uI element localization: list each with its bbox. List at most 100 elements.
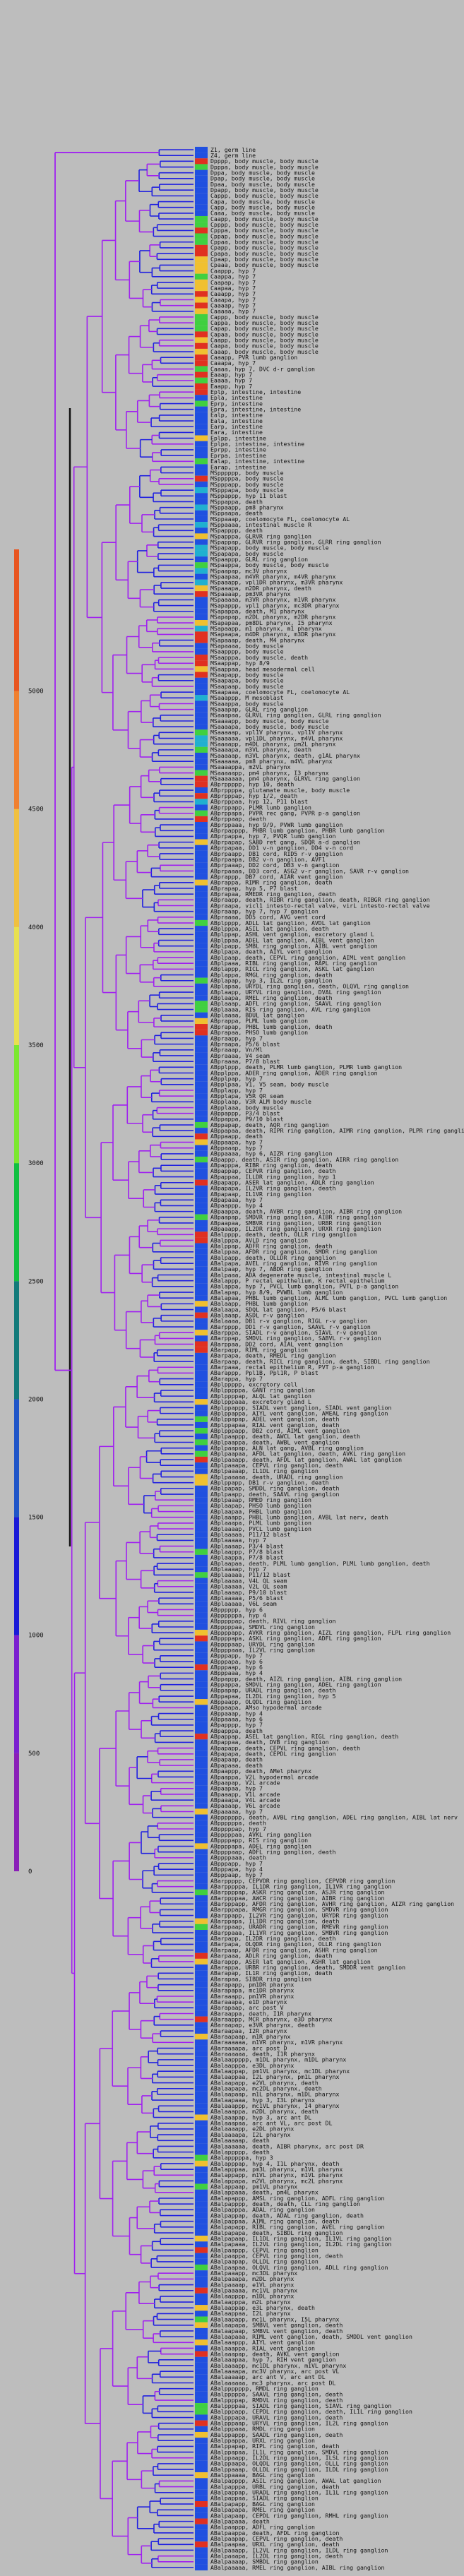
heat-cell: [195, 1635, 208, 1642]
leaf-label: ABplppappa, AIYL vent ganglion, AMEAL ri…: [210, 1409, 388, 1417]
heat-cell: [195, 493, 208, 499]
leaf-label: ABalaapapp, e2VL pharynx, death: [210, 2079, 319, 2086]
heat-cell: [195, 717, 208, 724]
leaf-label: ABpaaaaa, hyp 7: [210, 1808, 263, 1815]
leaf-label: ABalaaappp, AIYL vent ganglion: [210, 2339, 315, 2346]
leaf-label: Caappa, hyp 7: [210, 273, 256, 280]
heat-cell: [195, 424, 208, 430]
leaf-label: ABalpapppa, ADAL ring ganglion: [210, 2206, 315, 2213]
heat-cell: [195, 1808, 208, 1815]
heat-cell: [195, 215, 208, 222]
leaf-label: Cappp, body muscle, body muscle: [210, 192, 319, 199]
leaf-label: ABpaappp, hyp 4: [210, 1202, 263, 1209]
heat-cell: [195, 1254, 208, 1261]
leaf-label: ABalaappppp, m1DL pharynx, m1DL pharynx: [210, 2056, 346, 2063]
leaf-label: ABplppapaa, RIAL vent ganglion, death: [210, 1421, 339, 1429]
heat-cell: [195, 1993, 208, 2000]
leaf-label: ABalappapa, m2VL pharynx, mc2L pharynx: [210, 2177, 343, 2184]
leaf-label: MSaaaapa, body muscle, body muscle: [210, 723, 329, 730]
leaf-label: MSpaappa, body muscle, body muscle: [210, 561, 329, 568]
leaf-label: Caappp, hyp 7: [210, 267, 256, 274]
heat-cell: [195, 2218, 208, 2224]
leaf-label: ABarpapa, OLQDR ring ganglion, OLLR ring…: [210, 1940, 381, 1948]
heat-cell: [195, 544, 208, 551]
heat-cell: [195, 781, 208, 787]
heat-cell: [195, 2207, 208, 2213]
leaf-label: ABarppppaa, AWCR ring ganglion, AIBR rin…: [210, 1895, 385, 1902]
leaf-label: ABalaapaaa, hyp 3, I3L pharynx: [210, 2097, 315, 2104]
heat-cell: [195, 1070, 208, 1076]
heat-cell: [195, 1883, 208, 1890]
leaf-label: ABppppaap, URYDL ring ganglion: [210, 1640, 315, 1647]
leaf-label: ABalaapp, PHBL lumb ganglion: [210, 1300, 308, 1307]
heat-cell: [195, 308, 208, 314]
heat-cell: [195, 1312, 208, 1318]
leaf-label: ABplaaaap, P3/4 blast: [210, 1542, 284, 1549]
heat-cell: [195, 1041, 208, 1047]
leaf-label: MSapapap, m2DL pharynx, m2DR pharynx: [210, 614, 336, 621]
heat-cell: [195, 1364, 208, 1371]
leaf-label: ABplaapap, PHSO lumb ganglion: [210, 1502, 311, 1509]
heat-cell: [195, 1191, 208, 1198]
heat-cell: [195, 799, 208, 805]
leaf-label: ABalaaaa, DB1 r-v ganglion, RIGL r-v gan…: [210, 1318, 367, 1325]
leaf-label: Z1, germ line: [210, 146, 256, 153]
heat-cell: [195, 2109, 208, 2115]
leaf-label: MSpppapa, body muscle: [210, 487, 284, 494]
leaf-label: ABpppppaa, AVKL ring ganglion: [210, 1831, 311, 1838]
leaf-label: MSppappp, hyp 11 blast: [210, 492, 287, 499]
leaf-label: ABalapppppa, hyp 3: [210, 2154, 273, 2161]
heat-cell: [195, 470, 208, 476]
heat-cell: [195, 175, 208, 181]
leaf-label: ABplaapa, RMEL ring ganglion, death: [210, 994, 333, 1001]
leaf-label: ABarpaaa, rectal epithelium R, PVT p-a g…: [210, 1364, 374, 1371]
leaf-label: MSaaaaaaa, pm4 pharynx, GLRVL ring gangl…: [210, 775, 360, 782]
colorbar: 0 500 1000 1500 2000 2500 3000 3500 4000 4500 5000: [14, 549, 44, 1876]
heat-cell: [195, 2241, 208, 2248]
heat-cell: [195, 914, 208, 920]
leaf-label: ABalpapapa, death, SIBDL ring ganglion: [210, 2229, 343, 2236]
leaf-label: ABaraaaapa, arc post D: [210, 2044, 287, 2051]
heat-cell: [195, 1323, 208, 1330]
heat-cell: [195, 302, 208, 309]
heat-cell: [195, 1930, 208, 1936]
leaf-label: Cpaaa, body muscle, body muscle: [210, 261, 319, 268]
leaf-label: ABppaaaa, hyp 6, AIZR ring ganglion: [210, 1150, 333, 1157]
leaf-label: ABpplpap, hyp 7: [210, 1075, 263, 1082]
leaf-label: Cappp, body muscle, body muscle: [210, 314, 319, 321]
heat-cell: [195, 1110, 208, 1116]
leaf-label: ABpppaap, hyp 6: [210, 1664, 263, 1671]
leaf-label: ABalaaaapa, I2L pharynx: [210, 2131, 290, 2138]
leaf-label: MSaapapa, body muscle: [210, 677, 284, 684]
heat-cell: [195, 1018, 208, 1025]
heat-cell: [195, 1641, 208, 1647]
leaf-label: ABalppaapa, OLQDL ring ganglion, OLLL ri…: [210, 2460, 388, 2467]
heat-cell: [195, 268, 208, 274]
leaf-label: ABprapaa, PHSO lumb ganglion: [210, 1029, 308, 1036]
leaf-label: ABalpappap, death, ADAL ring ganglion, d…: [210, 2212, 364, 2219]
leaf-label: ABarpaap, AFDR ring ganglion, ASHR ring …: [210, 1946, 378, 1953]
leaf-label: ABaraappp, MCR pharynx, e3D pharynx: [210, 2015, 333, 2022]
leaf-label: MSapappa, death, M1 pharynx: [210, 608, 304, 615]
leaf-label: ABalpaaaaa, mc1VL pharynx: [210, 2287, 297, 2294]
leaf-label: ABppapap, URADL ring ganglion, death: [210, 1687, 336, 1694]
leaf-label: ABplpaapaa, AFDL lat ganglion, death, AV…: [210, 1450, 405, 1457]
leaf-label: ABpraapa, P5/6 blast: [210, 1040, 280, 1047]
leaf-label: ABarappa, hyp 7: [210, 1375, 263, 1382]
heat-cell: [195, 348, 208, 355]
heat-cell: [195, 585, 208, 592]
heat-cell: [195, 1474, 208, 1480]
heat-cell: [195, 1335, 208, 1342]
leaf-label: ABpraaaa, V4 seam: [210, 1052, 270, 1059]
heat-cell: [195, 1277, 208, 1284]
leaf-label: ABarpaap, death, RICL ring ganglion, dea…: [210, 1358, 430, 1365]
heat-cell: [195, 1583, 208, 1590]
heat-cell: [195, 897, 208, 903]
leaf-label: Cppap, body muscle, body muscle: [210, 232, 319, 239]
heat-cell: [195, 2368, 208, 2375]
leaf-label: ABalpaaa, ADA degenerate muscle, intesti…: [210, 1271, 391, 1278]
leaf-label: Eaaap, hyp 7: [210, 371, 252, 378]
leaf-label: MSaapaaa, coelomocyte FL, coelomocyte AL: [210, 688, 350, 696]
heat-cell: [195, 926, 208, 932]
leaf-label: ABplpppa, ASIL lat ganglion, death: [210, 925, 329, 932]
